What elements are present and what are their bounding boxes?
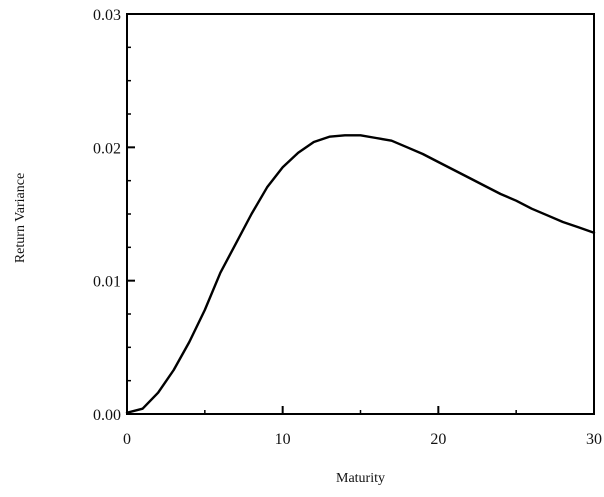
series-group [125, 134, 596, 414]
y-tick-label: 0.02 [93, 140, 121, 157]
y-axis-label: Return Variance [13, 173, 28, 263]
y-tick-label: 0.03 [93, 7, 121, 24]
plot-frame [126, 13, 595, 415]
x-tick-label: 30 [586, 431, 602, 448]
y-tick-label: 0.01 [93, 274, 121, 291]
series-line [125, 134, 596, 414]
x-tick-label: 0 [123, 431, 131, 448]
x-axis-label: Maturity [336, 471, 385, 486]
y-tick-label: 0.00 [93, 407, 121, 424]
x-tick-label: 10 [275, 431, 291, 448]
x-tick-label: 20 [430, 431, 446, 448]
y-axis-ticks: 0.00 0.01 0.02 0.03 [93, 7, 135, 424]
x-axis-ticks: 0 10 20 30 [123, 406, 602, 448]
